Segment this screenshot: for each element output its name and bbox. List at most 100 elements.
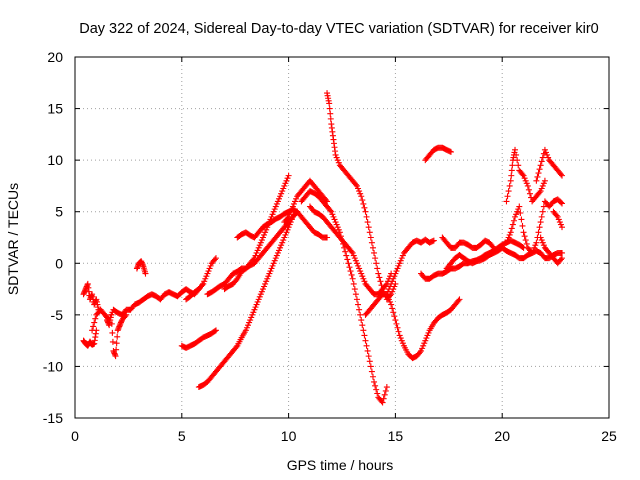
data-point — [372, 382, 379, 389]
data-point — [538, 213, 545, 220]
data-point — [350, 280, 357, 287]
data-point — [525, 186, 532, 193]
data-point — [520, 172, 527, 179]
data-point — [343, 252, 350, 259]
data-point — [333, 154, 340, 161]
data-point — [347, 268, 354, 275]
data-point — [379, 399, 386, 406]
data-point — [256, 293, 263, 300]
y-axis-label: SDTVAR / TECUs — [5, 183, 21, 295]
data-point — [522, 237, 529, 244]
data-point — [540, 203, 547, 210]
data-point — [356, 265, 363, 272]
data-point — [270, 208, 277, 215]
data-point — [332, 151, 339, 158]
data-point — [364, 219, 371, 226]
data-point — [397, 335, 404, 342]
data-point — [368, 239, 375, 246]
data-point — [539, 182, 546, 189]
data-point — [508, 167, 515, 174]
data-point — [324, 234, 331, 241]
series-arc-19 — [422, 144, 454, 164]
data-point — [539, 208, 546, 215]
data-point — [537, 219, 544, 226]
data-point — [283, 229, 290, 236]
data-point — [262, 229, 269, 236]
data-point — [289, 203, 296, 210]
data-point — [270, 260, 277, 267]
data-point — [287, 208, 294, 215]
data-point — [507, 229, 514, 236]
data-point — [515, 206, 522, 213]
data-point — [284, 226, 291, 233]
plot-frame — [74, 56, 610, 419]
data-point — [327, 110, 334, 117]
data-point — [257, 291, 264, 298]
data-point — [348, 271, 355, 278]
data-point — [285, 172, 292, 179]
data-point — [368, 368, 375, 375]
x-tick-label: 0 — [71, 428, 79, 444]
data-point — [559, 255, 566, 262]
data-point — [506, 182, 513, 189]
y-tick-label: 10 — [47, 152, 63, 168]
data-point — [200, 280, 207, 287]
data-point — [516, 203, 523, 210]
data-point — [264, 275, 271, 282]
data-point — [281, 234, 288, 241]
data-point — [349, 275, 356, 282]
data-point — [382, 387, 389, 394]
data-point — [530, 247, 537, 254]
data-point — [375, 270, 382, 277]
data-point — [254, 298, 261, 305]
data-point — [559, 172, 566, 179]
series-arc-6 — [178, 327, 219, 351]
data-point — [326, 105, 333, 112]
data-point — [523, 180, 530, 187]
y-tick-label: -5 — [51, 307, 64, 323]
data-point — [367, 234, 374, 241]
data-point — [555, 216, 562, 223]
data-point — [329, 211, 336, 218]
data-point — [559, 224, 566, 231]
data-point — [490, 244, 497, 251]
data-point — [398, 337, 405, 344]
data-point — [252, 304, 259, 311]
data-point — [557, 171, 564, 178]
data-point — [540, 180, 547, 187]
x-tick-label: 10 — [281, 428, 297, 444]
data-point — [269, 262, 276, 269]
x-tick-label: 25 — [601, 428, 617, 444]
data-point — [542, 149, 549, 156]
data-point — [398, 255, 405, 262]
data-point — [538, 237, 545, 244]
data-point — [381, 391, 388, 398]
data-point — [203, 273, 210, 280]
data-point — [533, 239, 540, 246]
data-point — [358, 193, 365, 200]
series-arc-1 — [80, 327, 100, 349]
data-point — [114, 333, 121, 340]
data-point — [538, 185, 545, 192]
data-point — [113, 340, 120, 347]
data-point — [384, 288, 391, 295]
data-point — [371, 378, 378, 385]
data-point — [385, 296, 392, 303]
data-point — [554, 213, 561, 220]
data-point — [369, 373, 376, 380]
data-point — [267, 268, 274, 275]
data-point — [557, 256, 564, 263]
data-point — [506, 231, 513, 238]
series-arc-22 — [503, 146, 548, 205]
series-arc-18 — [418, 237, 527, 282]
data-point — [504, 193, 511, 200]
data-point — [359, 322, 366, 329]
data-point — [391, 273, 398, 280]
data-point — [541, 146, 548, 153]
data-point — [349, 249, 356, 256]
series-arc-4 — [104, 311, 130, 360]
data-point — [388, 280, 395, 287]
data-point — [366, 229, 373, 236]
data-point — [520, 229, 527, 236]
data-point — [257, 239, 264, 246]
